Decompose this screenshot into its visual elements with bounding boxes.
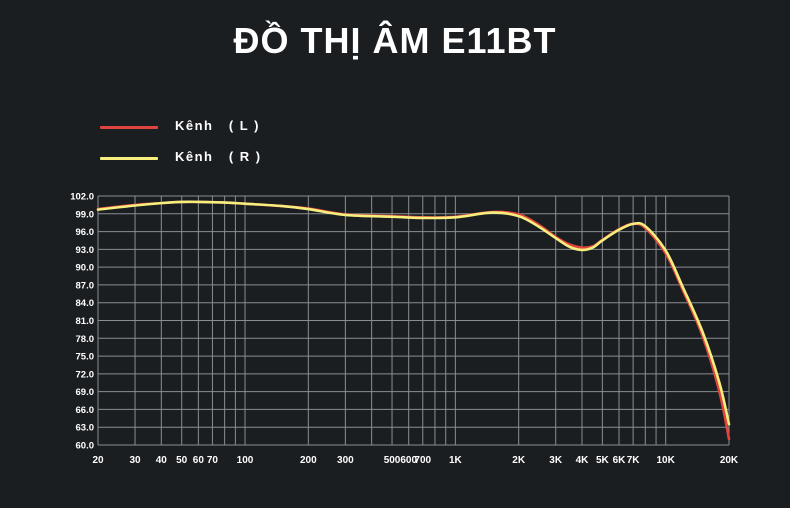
legend-label-right: Kênh ( R )	[175, 149, 262, 164]
y-tick-label: 60.0	[76, 441, 95, 452]
x-tick-label: 7K	[627, 455, 641, 466]
x-tick-label: 600	[400, 455, 417, 466]
y-tick-label: 81.0	[76, 316, 95, 327]
y-tick-label: 66.0	[76, 405, 95, 416]
y-tick-label: 75.0	[76, 352, 95, 363]
y-tick-label: 102.0	[70, 192, 94, 203]
x-tick-label: 700	[414, 455, 431, 466]
x-tick-label: 3K	[549, 455, 563, 466]
x-tick-label: 500	[384, 455, 401, 466]
x-tick-label: 40	[156, 455, 168, 466]
y-tick-label: 96.0	[76, 227, 95, 238]
y-tick-label: 84.0	[76, 298, 95, 309]
x-tick-label: 20K	[720, 455, 739, 466]
x-tick-label: 30	[129, 455, 141, 466]
y-tick-label: 63.0	[76, 423, 95, 434]
y-tick-label: 99.0	[76, 209, 95, 220]
legend-label-left: Kênh ( L )	[175, 118, 260, 133]
x-tick-label: 20	[92, 455, 104, 466]
x-tick-label: 50	[176, 455, 188, 466]
x-tick-label: 10K	[657, 455, 676, 466]
x-tick-label: 4K	[576, 455, 590, 466]
y-tick-label: 78.0	[76, 334, 95, 345]
page-title: ĐỒ THỊ ÂM E11BT	[233, 20, 557, 61]
x-tick-label: 300	[337, 455, 354, 466]
legend-swatch-left	[100, 126, 158, 129]
series-line-right-channel	[96, 200, 731, 426]
x-tick-label: 100	[237, 455, 254, 466]
y-tick-label: 69.0	[76, 387, 95, 398]
x-tick-label: 60	[193, 455, 205, 466]
y-tick-label: 87.0	[76, 280, 95, 291]
x-tick-label: 1K	[449, 455, 463, 466]
x-tick-label: 5K	[596, 455, 610, 466]
y-tick-label: 90.0	[76, 263, 95, 274]
x-tick-label: 2K	[512, 455, 526, 466]
x-tick-label: 70	[207, 455, 219, 466]
x-tick-label: 200	[300, 455, 317, 466]
y-tick-label: 93.0	[76, 245, 95, 256]
legend-swatch-right	[100, 157, 158, 160]
y-tick-label: 72.0	[76, 369, 95, 380]
x-tick-label: 6K	[613, 455, 627, 466]
